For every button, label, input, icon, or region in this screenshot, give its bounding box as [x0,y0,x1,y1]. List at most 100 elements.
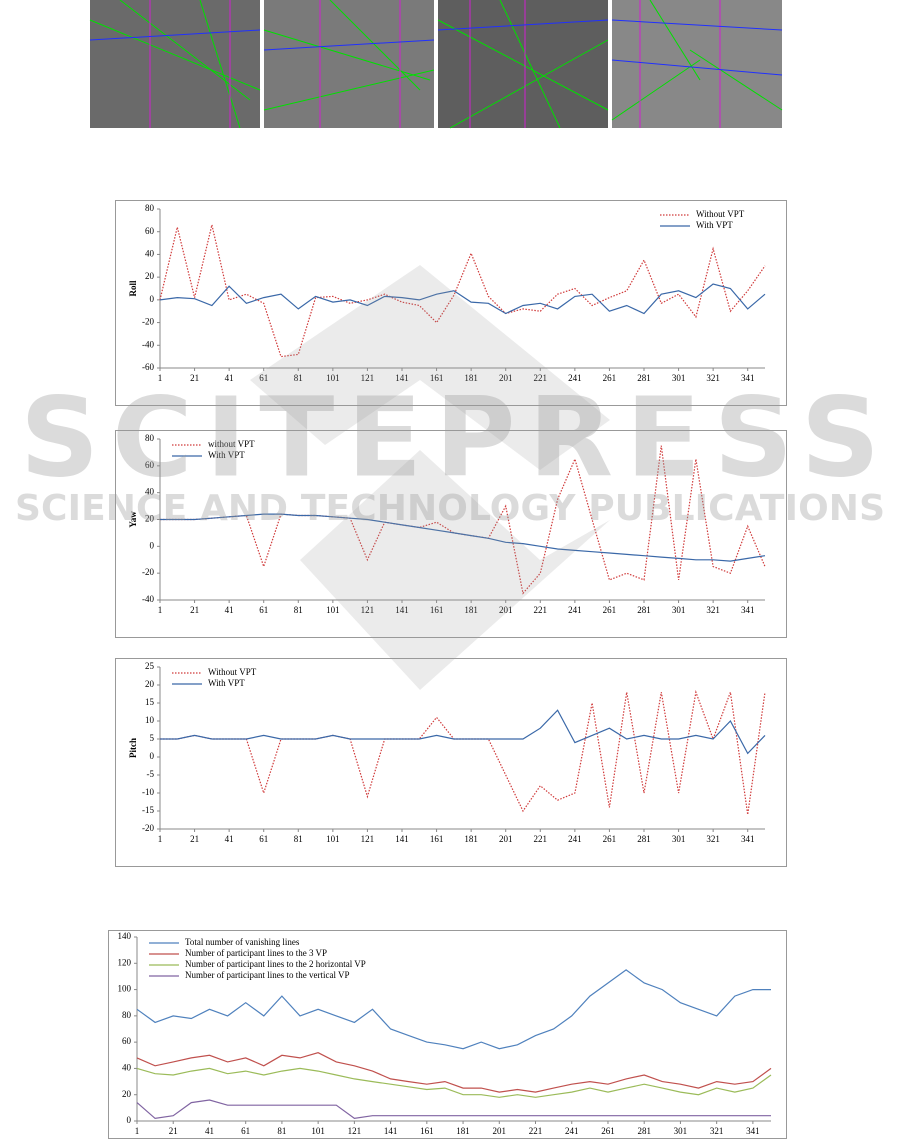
y-tick-label: 80 [145,433,155,443]
y-tick-label: 40 [145,487,155,497]
x-tick-label: 321 [706,605,720,615]
x-tick-label: 221 [534,834,548,844]
x-tick-label: 201 [499,834,513,844]
y-tick-label: -15 [142,805,154,815]
y-tick-label: 20 [145,514,155,524]
legend-label: Total number of vanishing lines [185,937,300,947]
y-tick-label: 0 [150,294,155,304]
watermark-logo [250,265,610,690]
x-tick-label: 301 [672,373,686,383]
y-tick-label: 25 [145,661,155,671]
photo-strip [89,0,783,129]
watermark-subtitle: SCIENCE AND TECHNOLOGY PUBLICATIONS [15,488,885,529]
x-tick-label: 121 [348,1126,362,1136]
x-tick-label: 321 [706,373,720,383]
x-tick-label: 301 [672,834,686,844]
y-tick-label: 15 [145,697,155,707]
x-tick-label: 241 [568,605,582,615]
y-tick-label: 120 [118,957,132,967]
x-tick-label: 341 [741,605,755,615]
watermark: SCITEPRESS SCIENCE AND TECHNOLOGY PUBLIC… [15,265,885,690]
x-tick-label: 41 [225,834,234,844]
legend-label: With VPT [696,220,733,230]
x-tick-label: 1 [158,605,163,615]
legend-label: Number of participant lines to the verti… [185,970,350,980]
y-tick-label: 40 [122,1062,132,1072]
photo [264,0,434,128]
y-tick-label: -10 [142,787,154,797]
y-axis-label: Yaw [128,511,138,528]
x-tick-label: 101 [326,834,340,844]
y-tick-label: -40 [142,339,154,349]
y-tick-label: 140 [118,931,132,941]
series-line [160,709,766,755]
series-line [159,224,766,358]
x-tick-label: 161 [430,373,444,383]
y-tick-label: 5 [150,733,155,743]
y-tick-label: -20 [142,567,154,577]
x-tick-label: 261 [603,834,617,844]
x-tick-label: 201 [499,605,513,615]
photo [90,0,260,128]
x-tick-label: 281 [637,373,651,383]
legend-label: without VPT [208,439,255,449]
y-tick-label: 0 [150,540,155,550]
x-tick-label: 301 [674,1126,688,1136]
x-tick-label: 281 [637,1126,651,1136]
x-tick-label: 321 [710,1126,724,1136]
x-tick-label: 101 [311,1126,325,1136]
frames [108,200,787,1139]
y-tick-label: 20 [145,679,155,689]
legend-label: With VPT [208,450,245,460]
legend-label: Number of participant lines to the 2 hor… [185,959,366,969]
x-tick-label: 221 [534,605,548,615]
y-tick-label: -40 [142,594,154,604]
x-tick-label: 261 [603,605,617,615]
x-tick-label: 21 [190,605,199,615]
x-tick-label: 321 [706,834,720,844]
series-line [136,969,771,1050]
series-line [136,1067,772,1098]
x-tick-label: 81 [294,373,303,383]
x-tick-label: 121 [361,373,375,383]
series-line [160,689,766,815]
x-tick-label: 221 [534,373,548,383]
legend-label: With VPT [208,678,245,688]
y-tick-label: 80 [145,203,155,213]
series-line [136,1052,772,1093]
x-tick-label: 1 [158,373,163,383]
x-tick-label: 161 [420,1126,434,1136]
x-tick-label: 261 [601,1126,615,1136]
photo-lines [89,0,783,129]
y-tick-label: 20 [145,271,155,281]
x-tick-label: 341 [741,834,755,844]
x-tick-label: 101 [326,605,340,615]
series-line [136,1099,771,1120]
x-tick-label: 61 [241,1126,250,1136]
y-tick-label: 10 [145,715,155,725]
x-tick-label: 201 [499,373,513,383]
x-tick-label: 41 [205,1126,214,1136]
x-tick-label: 281 [637,834,651,844]
y-tick-label: 60 [145,460,155,470]
photo [612,0,782,128]
x-tick-label: 241 [568,373,582,383]
x-tick-label: 21 [190,834,199,844]
series-line [159,283,766,315]
x-tick-label: 1 [135,1126,140,1136]
x-tick-label: 141 [384,1126,398,1136]
x-tick-label: 81 [294,605,303,615]
x-tick-label: 121 [361,605,375,615]
y-tick-label: -60 [142,362,154,372]
x-tick-label: 281 [637,605,651,615]
legend-label: Without VPT [208,667,257,677]
legend-label: Without VPT [696,209,745,219]
x-tick-label: 141 [395,834,409,844]
x-tick-label: 261 [603,373,617,383]
x-tick-label: 301 [672,605,686,615]
y-axis-label: Pitch [128,738,138,758]
x-tick-label: 181 [464,373,478,383]
x-tick-label: 61 [259,605,268,615]
x-tick-label: 161 [430,834,444,844]
